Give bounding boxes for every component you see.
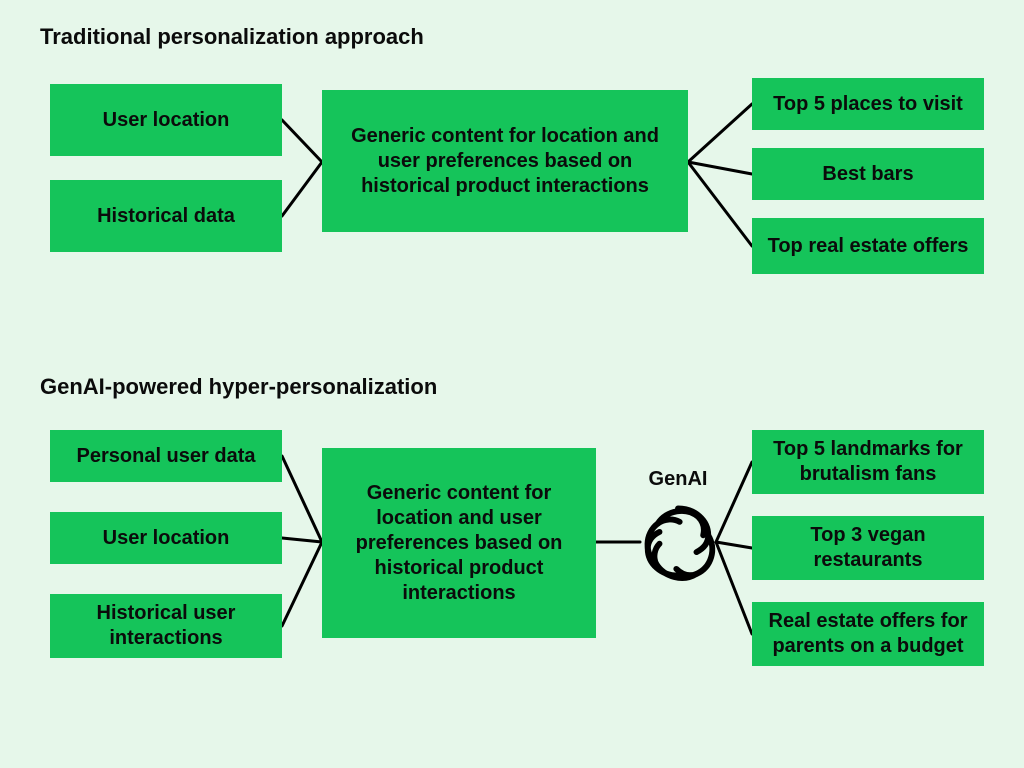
- s2-center-label: Generic content for location and user pr…: [332, 481, 586, 606]
- s2-output-1: Top 3 vegan restaurants: [752, 516, 984, 580]
- section2-title: GenAI-powered hyper-personalization: [40, 374, 437, 400]
- s1-output-1-label: Best bars: [822, 162, 913, 187]
- s1-input-1-label: Historical data: [97, 204, 235, 229]
- s1-output-2-label: Top real estate offers: [768, 234, 969, 259]
- s1-input-0-label: User location: [103, 108, 230, 133]
- s1-input-0: User location: [50, 84, 282, 156]
- s2-input-0: Personal user data: [50, 430, 282, 482]
- s1-output-0-label: Top 5 places to visit: [773, 92, 963, 117]
- s1-output-1: Best bars: [752, 148, 984, 200]
- s1-output-0: Top 5 places to visit: [752, 78, 984, 130]
- s2-center: Generic content for location and user pr…: [322, 448, 596, 638]
- s2-input-2-label: Historical user interactions: [60, 601, 272, 651]
- s2-output-2-label: Real estate offers for parents on a budg…: [762, 609, 974, 659]
- s1-center-label: Generic content for location and user pr…: [332, 124, 678, 199]
- section1-title: Traditional personalization approach: [40, 24, 424, 50]
- s1-input-1: Historical data: [50, 180, 282, 252]
- genai-label: GenAI: [636, 468, 720, 491]
- s2-input-1-label: User location: [103, 526, 230, 551]
- s1-center: Generic content for location and user pr…: [322, 90, 688, 232]
- s2-input-2: Historical user interactions: [50, 594, 282, 658]
- s2-output-2: Real estate offers for parents on a budg…: [752, 602, 984, 666]
- s1-output-2: Top real estate offers: [752, 218, 984, 274]
- s2-output-0-label: Top 5 landmarks for brutalism fans: [762, 437, 974, 487]
- s2-input-0-label: Personal user data: [77, 444, 256, 469]
- s2-input-1: User location: [50, 512, 282, 564]
- s2-output-1-label: Top 3 vegan restaurants: [762, 523, 974, 573]
- genai-knot-icon: [636, 500, 720, 584]
- s2-output-0: Top 5 landmarks for brutalism fans: [752, 430, 984, 494]
